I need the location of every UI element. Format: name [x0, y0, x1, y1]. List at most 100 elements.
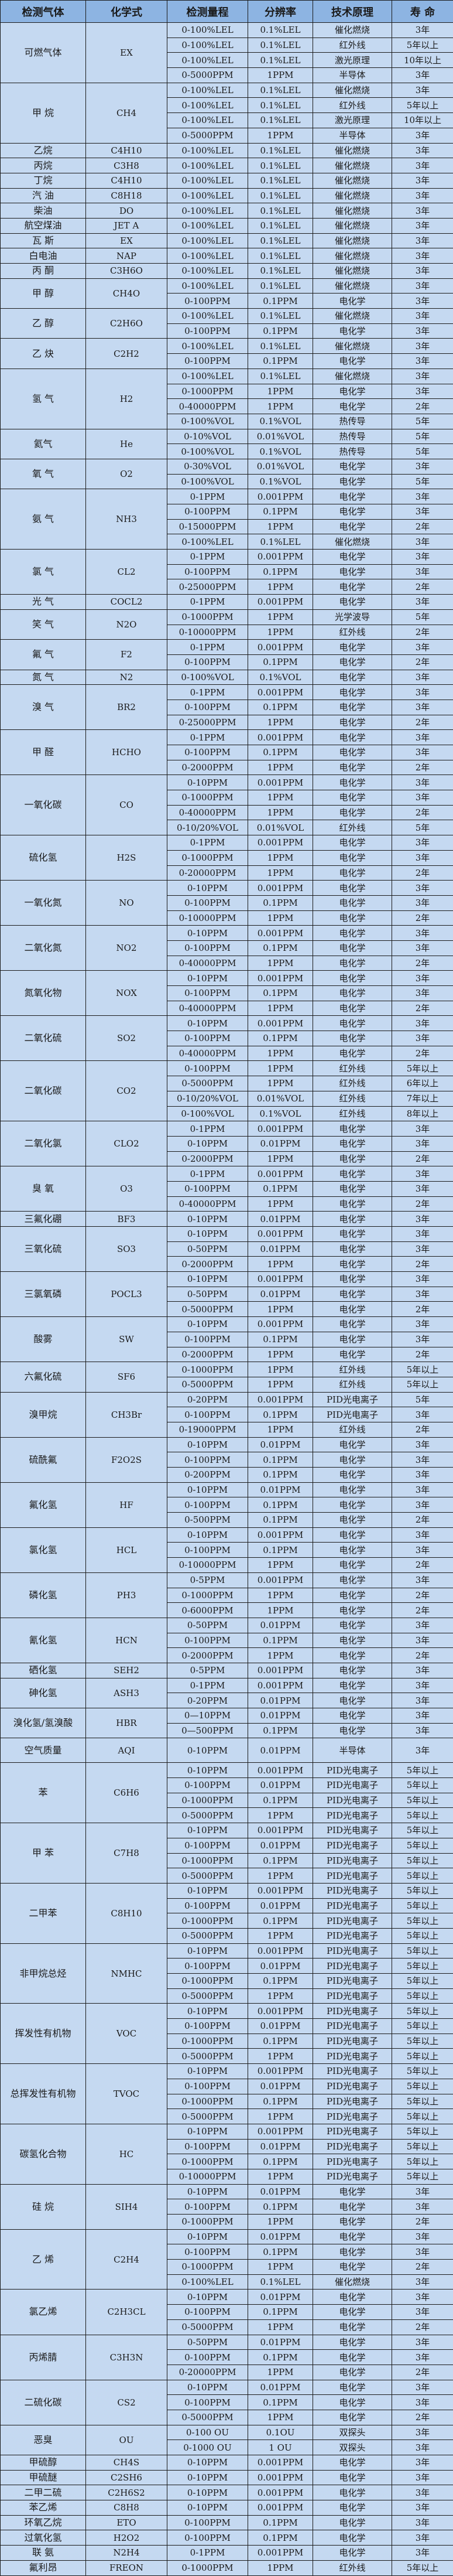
range-cell: 0-25000PPM	[167, 579, 248, 595]
principle-cell: 光学波导	[313, 609, 392, 625]
lifetime-cell: 5年以上	[392, 1853, 453, 1868]
principle-cell: 电化学	[313, 399, 392, 414]
principle-cell: 红外线	[313, 1076, 392, 1091]
gas-name-cell: 苯乙烯	[1, 2500, 86, 2516]
range-cell: 0-10PPM	[167, 2485, 248, 2500]
range-cell: 0-10PPM	[167, 1482, 248, 1497]
resolution-cell: 0.001PPM	[248, 971, 313, 986]
lifetime-cell: 3年	[392, 850, 453, 865]
principle-cell: 电化学	[313, 2485, 392, 2500]
principle-cell: 电化学	[313, 1227, 392, 1242]
range-cell: 0-40000PPM	[167, 1046, 248, 1061]
principle-cell: 电化学	[313, 1046, 392, 1061]
principle-cell: PID光电离子	[313, 1808, 392, 1823]
resolution-cell: 0.001PPM	[248, 1572, 313, 1588]
principle-cell: 电化学	[313, 354, 392, 369]
lifetime-cell: 5年以上	[392, 2109, 453, 2124]
principle-cell: 电化学	[313, 654, 392, 670]
resolution-cell: 0.001PPM	[248, 2064, 313, 2079]
formula-cell: O3	[86, 1166, 167, 1212]
range-cell: 0-100%LEL	[167, 203, 248, 219]
range-cell: 0-100%LEL	[167, 113, 248, 128]
resolution-cell: 0.001PPM	[248, 685, 313, 700]
range-cell: 0-1000PPM	[167, 1362, 248, 1377]
resolution-cell: 0.1%VOL	[248, 1106, 313, 1121]
lifetime-cell: 3年	[392, 1181, 453, 1196]
lifetime-cell: 3年	[392, 1543, 453, 1558]
range-cell: 0-40000PPM	[167, 1196, 248, 1212]
lifetime-cell: 3年	[392, 218, 453, 233]
lifetime-cell: 3年	[392, 248, 453, 264]
lifetime-cell: 2年	[392, 625, 453, 640]
lifetime-cell: 5年以上	[392, 2079, 453, 2094]
lifetime-cell: 5年以上	[392, 2004, 453, 2019]
gas-name-cell: 总挥发性有机物	[1, 2064, 86, 2124]
range-cell: 0-40000PPM	[167, 1001, 248, 1016]
range-cell: 0-100PPM	[167, 323, 248, 339]
range-cell: 0-100PPM	[167, 2395, 248, 2410]
range-cell: 0-1PPM	[167, 1121, 248, 1137]
lifetime-cell: 3年	[392, 1166, 453, 1182]
lifetime-cell: 3年	[392, 895, 453, 910]
formula-cell: NH3	[86, 489, 167, 550]
range-cell: 0-100PPM	[167, 1543, 248, 1558]
principle-cell: 电化学	[313, 1497, 392, 1513]
resolution-cell: 0.1%LEL	[248, 113, 313, 128]
resolution-cell: 0.001PPM	[248, 2470, 313, 2485]
lifetime-cell: 3年	[392, 2485, 453, 2500]
principle-cell: 催化燃烧	[313, 158, 392, 173]
gas-name-cell: 溴 气	[1, 685, 86, 730]
resolution-cell: 0.001PPM	[248, 489, 313, 504]
range-cell: 0-1000PPM	[167, 1588, 248, 1603]
lifetime-cell: 3年	[392, 2395, 453, 2410]
formula-cell: FREON	[86, 2560, 167, 2575]
lifetime-cell: 3年	[392, 1332, 453, 1347]
range-cell: 0-100%VOL	[167, 1106, 248, 1121]
principle-cell: 电化学	[313, 1181, 392, 1196]
formula-cell: H2S	[86, 835, 167, 881]
resolution-cell: 1PPM	[248, 399, 313, 414]
lifetime-cell: 2年	[392, 1588, 453, 1603]
header-range: 检测量程	[167, 1, 248, 23]
range-cell: 0-100PPM	[167, 504, 248, 520]
formula-cell: C7H8	[86, 1823, 167, 1884]
range-cell: 0-10PPM	[167, 881, 248, 896]
lifetime-cell: 2年	[392, 865, 453, 881]
header-row: 检测气体 化学式 检测量程 分辨率 技术原理 寿 命	[1, 1, 453, 23]
resolution-cell: 0.01PPM	[248, 1287, 313, 1302]
resolution-cell: 0.1%LEL	[248, 203, 313, 219]
lifetime-cell: 3年	[392, 926, 453, 941]
resolution-cell: 0.1PPM	[248, 504, 313, 520]
principle-cell: 电化学	[313, 1302, 392, 1317]
lifetime-cell: 5年以上	[392, 1778, 453, 1793]
gas-name-cell: 空气质量	[1, 1738, 86, 1763]
lifetime-cell: 5年以上	[392, 1959, 453, 1974]
range-cell: 0-5000PPM	[167, 2109, 248, 2124]
principle-cell: 催化燃烧	[313, 83, 392, 98]
principle-cell: 电化学	[313, 881, 392, 896]
principle-cell: 电化学	[313, 2515, 392, 2530]
range-cell: 0-50PPM	[167, 1241, 248, 1257]
range-cell: 0-10%VOL	[167, 429, 248, 444]
formula-cell: SEH2	[86, 1663, 167, 1678]
principle-cell: PID光电离子	[313, 1868, 392, 1884]
resolution-cell: 1PPM	[248, 579, 313, 595]
gas-name-cell: 丙烯腈	[1, 2335, 86, 2380]
resolution-cell: 0.01PPM	[248, 2335, 313, 2350]
lifetime-cell: 2年	[392, 2365, 453, 2380]
resolution-cell: 0.1%LEL	[248, 2274, 313, 2290]
principle-cell: 电化学	[313, 745, 392, 760]
range-cell: 0-1000PPM	[167, 1853, 248, 1868]
principle-cell: 电化学	[313, 1588, 392, 1603]
principle-cell: 电化学	[313, 1136, 392, 1151]
gas-name-cell: 二氧化氯	[1, 1121, 86, 1166]
